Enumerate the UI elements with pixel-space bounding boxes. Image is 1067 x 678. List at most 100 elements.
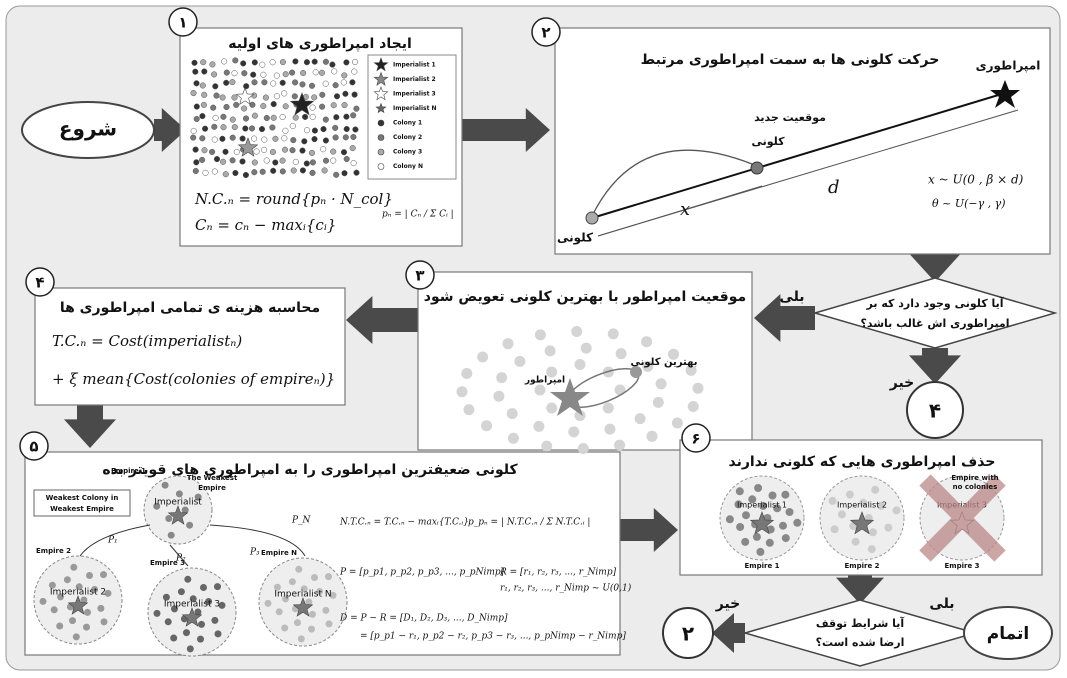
step2-box xyxy=(554,27,1051,255)
colony-dot xyxy=(793,518,802,527)
colony-dot xyxy=(229,116,236,123)
colony-dot xyxy=(294,619,301,627)
colony-dot xyxy=(221,58,228,65)
colony-dot xyxy=(742,511,750,520)
colony-dot xyxy=(240,60,247,67)
step-number-badge xyxy=(531,17,561,47)
colony-dot xyxy=(325,573,332,581)
colony-dot xyxy=(322,80,329,87)
colony-dot xyxy=(343,59,350,66)
colony-dot xyxy=(734,500,743,509)
colony-dot xyxy=(546,366,558,378)
colony-dot xyxy=(481,420,492,432)
colony-dot xyxy=(332,124,339,131)
formula: Cₙ = cₙ − maxᵢ{cᵢ} xyxy=(195,216,336,234)
legend-label: Colony 3 xyxy=(393,149,422,156)
colony-dot xyxy=(765,538,774,547)
colony-dot xyxy=(302,113,309,120)
colony-dot xyxy=(198,620,205,628)
colony-dot xyxy=(205,598,213,605)
colony-dot xyxy=(69,617,76,625)
decision-text: ارضا شده است؟ xyxy=(816,636,905,649)
colony-dot xyxy=(333,114,340,121)
colony-dot xyxy=(201,147,208,154)
colony-dot xyxy=(190,134,197,141)
colony-dot xyxy=(251,135,258,142)
colony-dot xyxy=(251,169,258,176)
colony-dot xyxy=(261,136,268,143)
colony-dot xyxy=(56,622,64,630)
colony-dot xyxy=(213,92,220,99)
formula: T.C.ₙ = Cost(imperialistₙ) xyxy=(52,332,242,350)
colony-dot xyxy=(289,122,296,130)
start-label: شروع xyxy=(59,117,117,141)
star xyxy=(373,86,389,101)
colony-dot xyxy=(264,599,272,607)
colony-dot xyxy=(273,583,281,591)
colony-dot xyxy=(177,588,185,596)
colony-dot xyxy=(167,531,175,539)
colony-dot xyxy=(311,94,318,101)
colony-dot xyxy=(655,378,667,390)
connector-label: ۴ xyxy=(929,399,941,423)
colony-dot xyxy=(319,91,326,98)
colony-dot xyxy=(189,595,197,603)
colonies xyxy=(190,57,360,179)
emperor-star xyxy=(550,378,590,416)
empire-label: Empire 1 xyxy=(111,467,146,475)
colony-dot xyxy=(241,105,248,112)
empire-label: Empire 2 xyxy=(845,562,880,570)
colony-dot xyxy=(253,148,260,155)
colony-dot xyxy=(162,593,170,601)
connector xyxy=(662,607,714,659)
colony-dot xyxy=(341,170,348,177)
colony-dot xyxy=(309,169,316,176)
colony-dot xyxy=(192,146,199,153)
yes-label: بلی xyxy=(929,596,954,612)
colony-dot xyxy=(260,102,267,110)
colony-dot xyxy=(350,133,357,141)
colony-dot xyxy=(211,123,218,130)
colony-dot xyxy=(343,113,350,120)
colony-dot xyxy=(281,624,289,632)
colony-dot xyxy=(84,608,91,616)
colony-dot xyxy=(282,71,289,78)
colony-dot xyxy=(191,59,198,66)
colony-dot xyxy=(741,537,750,546)
star xyxy=(67,595,89,615)
colony-dot xyxy=(463,404,475,416)
colony-dot xyxy=(220,158,227,165)
star xyxy=(749,511,775,535)
colony-dot xyxy=(668,348,679,360)
colony-dot xyxy=(299,81,306,88)
colony-dot xyxy=(837,510,846,519)
colony-dot xyxy=(641,336,653,348)
step1-title: ایجاد امپراطوری های اولیه xyxy=(228,36,412,52)
step-number: ۶ xyxy=(691,430,700,448)
colony-dot xyxy=(349,145,356,152)
colony-dot xyxy=(190,90,197,97)
colony-dot xyxy=(642,360,654,372)
colony-dot xyxy=(209,61,216,68)
colony-dot xyxy=(685,364,697,376)
colony-dot xyxy=(342,134,349,141)
colony-dot xyxy=(308,82,316,89)
colony-dot xyxy=(671,417,683,429)
colony-dot xyxy=(232,169,239,177)
colony-dot xyxy=(262,94,269,101)
colony-dot xyxy=(305,598,313,606)
colony-dot xyxy=(461,368,473,379)
imperialist-label: Imperialist xyxy=(154,498,202,508)
colony-dot xyxy=(541,440,553,452)
colony-dot xyxy=(318,69,326,76)
colony-dot xyxy=(350,160,357,167)
yes-label: بلی xyxy=(779,289,804,305)
arrow xyxy=(620,508,678,552)
colony-dot xyxy=(57,593,64,601)
step5-title: کلونی ضعیفترین امپراطوری را به امپراطوری… xyxy=(102,462,518,478)
colony-dot xyxy=(201,91,208,98)
step-number-badge xyxy=(19,431,49,461)
colony-dot xyxy=(333,171,340,178)
colony-dot xyxy=(571,326,583,337)
transfer-arc xyxy=(79,524,151,557)
